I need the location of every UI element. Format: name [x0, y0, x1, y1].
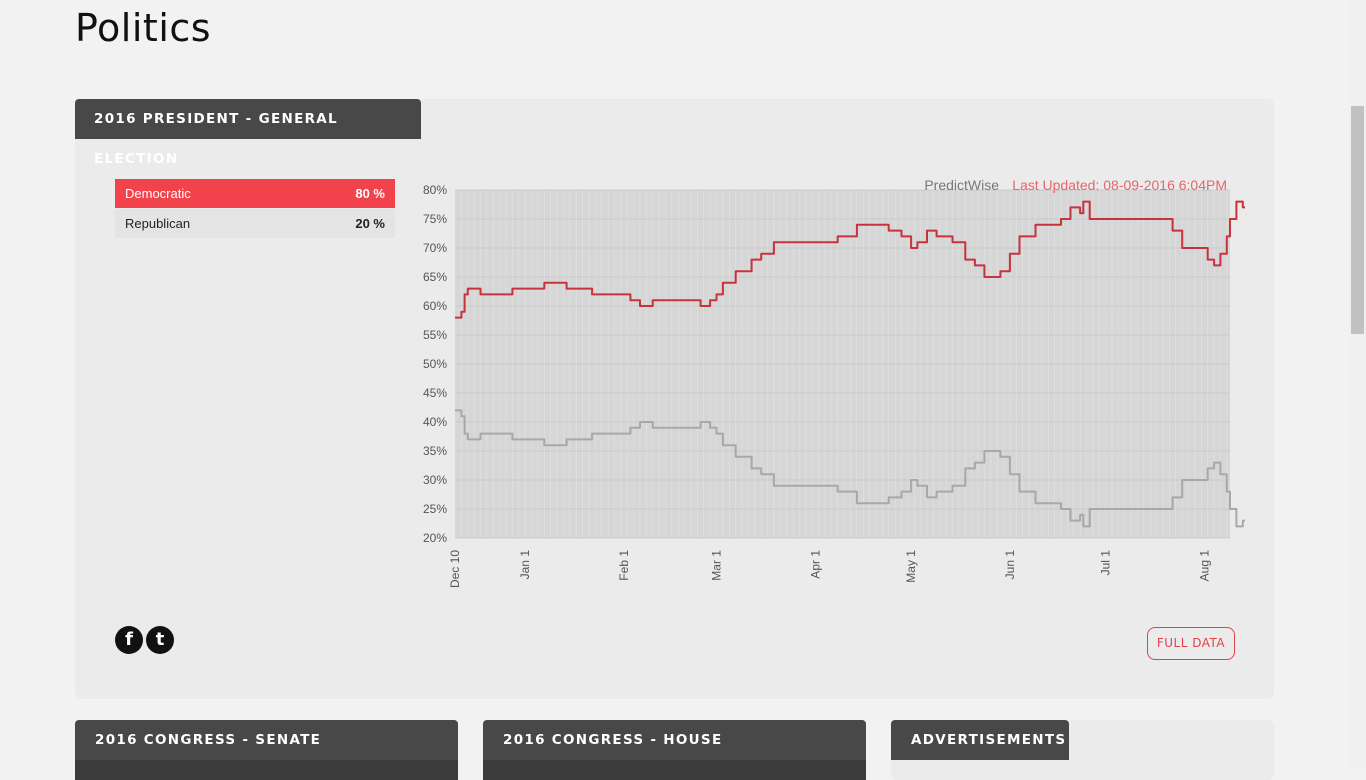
party-name: Republican — [125, 216, 191, 231]
card-header: 2016 PRESIDENT - GENERAL ELECTION — [75, 99, 421, 167]
senate-card-header: 2016 CONGRESS - SENATE — [75, 720, 458, 760]
senate-card-subbar — [75, 760, 458, 780]
y-tick-label: 50% — [423, 357, 447, 371]
x-tick-label: Apr 1 — [808, 550, 822, 579]
x-tick-label: Mar 1 — [710, 550, 724, 581]
page-title: Politics — [75, 6, 212, 50]
party-row-republican[interactable]: Republican 20 % — [115, 209, 395, 238]
odds-chart: 80%75%70%65%60%55%50%45%40%35%30%25%20% … — [423, 177, 1245, 588]
y-tick-label: 45% — [423, 386, 447, 400]
senate-card: 2016 CONGRESS - SENATE — [75, 720, 458, 780]
x-tick-label: Dec 10 — [448, 550, 462, 588]
twitter-share-icon[interactable]: t — [146, 626, 174, 654]
x-tick-label: Jan 1 — [518, 550, 532, 580]
chart-updated-label: Last Updated: 08-09-2016 6:04PM — [1012, 177, 1227, 193]
y-tick-label: 80% — [423, 183, 447, 197]
advertisements-card-header: ADVERTISEMENTS — [891, 720, 1069, 760]
house-card: 2016 CONGRESS - HOUSE — [483, 720, 866, 780]
x-tick-label: Feb 1 — [617, 550, 631, 581]
y-tick-label: 35% — [423, 444, 447, 458]
house-card-header: 2016 CONGRESS - HOUSE — [483, 720, 866, 760]
full-data-button[interactable]: FULL DATA — [1147, 627, 1235, 660]
advertisements-card: ADVERTISEMENTS — [891, 720, 1274, 780]
y-tick-label: 55% — [423, 328, 447, 342]
party-name: Democratic — [125, 186, 191, 201]
x-tick-label: May 1 — [904, 550, 918, 583]
y-tick-label: 20% — [423, 531, 447, 545]
facebook-share-icon[interactable]: f — [115, 626, 143, 654]
x-tick-label: Jun 1 — [1003, 550, 1017, 580]
party-row-democratic[interactable]: Democratic 80 % — [115, 179, 395, 208]
y-tick-label: 65% — [423, 270, 447, 284]
y-tick-label: 25% — [423, 502, 447, 516]
x-tick-label: Jul 1 — [1099, 550, 1113, 576]
scrollbar[interactable] — [1349, 0, 1366, 768]
scrollbar-thumb[interactable] — [1351, 106, 1364, 334]
chart-source-label: PredictWise — [924, 177, 999, 193]
y-tick-label: 75% — [423, 212, 447, 226]
y-tick-label: 60% — [423, 299, 447, 313]
y-tick-label: 40% — [423, 415, 447, 429]
party-percentage: 20 % — [355, 216, 385, 231]
y-tick-label: 70% — [423, 241, 447, 255]
house-card-subbar — [483, 760, 866, 780]
presidential-election-card: 2016 PRESIDENT - GENERAL ELECTION Democr… — [75, 99, 1274, 699]
x-tick-label: Aug 1 — [1197, 550, 1211, 582]
party-percentage: 80 % — [355, 186, 385, 201]
series-line-democratic — [455, 200, 1245, 319]
series-line-republican — [455, 409, 1245, 528]
y-tick-label: 30% — [423, 473, 447, 487]
